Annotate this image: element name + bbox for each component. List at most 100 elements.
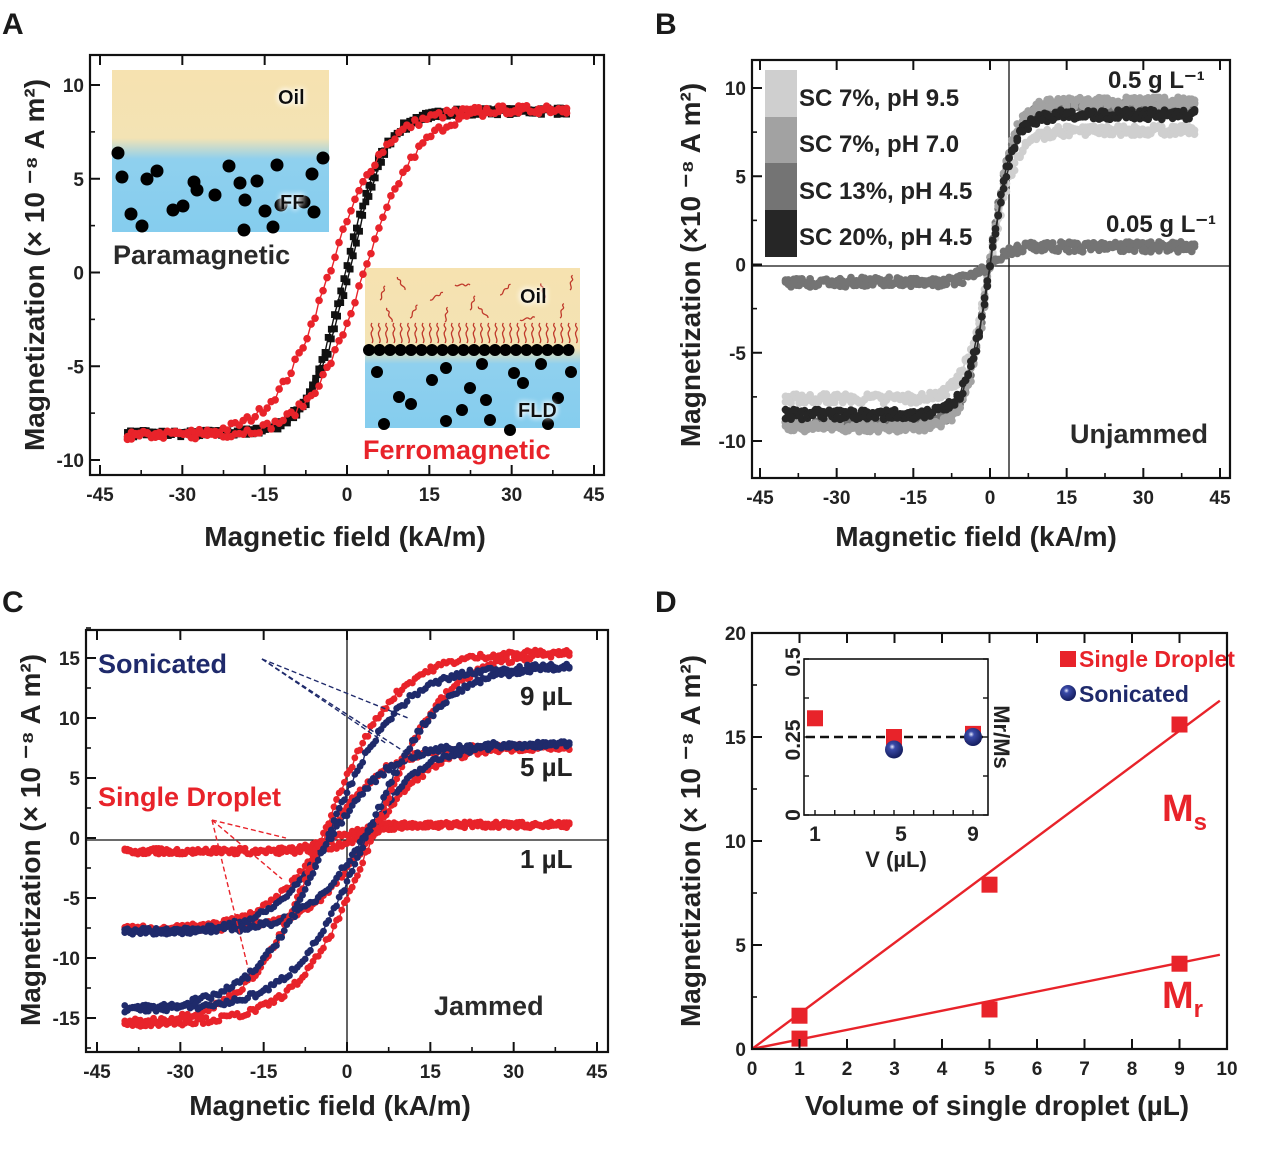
surfactant-chain bbox=[450, 322, 454, 344]
mr-label: Mr bbox=[1162, 975, 1203, 1023]
series-c-2-point bbox=[278, 933, 286, 941]
paramagnetic-series-point bbox=[349, 233, 357, 241]
series-c-1-point bbox=[199, 1020, 207, 1027]
unjammed-label: Unjammed bbox=[1070, 419, 1208, 449]
x-tick-label: -15 bbox=[900, 488, 928, 509]
x-tick-label: 2 bbox=[842, 1059, 853, 1080]
ferromagnetic-series-point bbox=[335, 336, 343, 345]
interface-particle-dot bbox=[426, 344, 438, 356]
series-c-2-point bbox=[288, 911, 296, 919]
particle-dot bbox=[393, 391, 405, 403]
series-c-2-point bbox=[429, 712, 437, 720]
ferromagnetic-series-point bbox=[315, 382, 323, 390]
series-c-1-point bbox=[364, 733, 372, 740]
series-c-2-point bbox=[393, 769, 401, 777]
ferromagnetic-series-point bbox=[267, 425, 275, 433]
series-b-2-point bbox=[1141, 95, 1150, 103]
series-c-2-point bbox=[312, 863, 320, 871]
series-c-1-point bbox=[374, 817, 382, 824]
ferromagnetic-series-point bbox=[371, 161, 379, 170]
ferromagnetic-series-point bbox=[191, 434, 200, 443]
series-c-1-point bbox=[314, 952, 322, 960]
interface-particle-dot bbox=[478, 344, 491, 356]
series-b-2-point bbox=[1078, 102, 1087, 111]
series-c-3-point bbox=[419, 773, 427, 781]
particle-dot bbox=[484, 414, 496, 426]
series-c-1-point bbox=[343, 896, 351, 904]
series-c-1-point bbox=[565, 652, 573, 659]
x-tick-label: 30 bbox=[1133, 488, 1154, 509]
series-b-4-point bbox=[1067, 107, 1076, 116]
series-c-1-point bbox=[369, 721, 377, 728]
paramagnetic-series-point bbox=[359, 202, 367, 210]
series-c-5-point bbox=[348, 839, 356, 847]
series-b-4-point bbox=[1013, 136, 1022, 145]
data-point-mr bbox=[1171, 955, 1188, 972]
volume-label-1: 1 µL bbox=[520, 844, 573, 874]
y-axis-title-c: Magnetization (× 10 ⁻⁸ A m²) bbox=[15, 654, 46, 1026]
surfactant-chain bbox=[545, 322, 549, 344]
sonicated-pointer-lines bbox=[261, 658, 418, 761]
series-c-4-point bbox=[288, 886, 296, 894]
inset-y-tick-05: 0.5 bbox=[782, 647, 805, 677]
series-c-2-point bbox=[309, 870, 317, 877]
ferromagnetic-series-point bbox=[359, 270, 367, 278]
ferromagnetic-caption: Ferromagnetic bbox=[363, 435, 551, 465]
pointer-line bbox=[211, 819, 287, 839]
ferromagnetic-series-point bbox=[419, 139, 427, 147]
series-b-1-point bbox=[934, 394, 943, 403]
series-c-3-point bbox=[385, 807, 393, 815]
surfactant-chain bbox=[409, 304, 418, 319]
series-b-5-point bbox=[997, 255, 1005, 264]
interface-particle-dot bbox=[499, 344, 512, 356]
inset-fld-label: FLD bbox=[518, 400, 557, 422]
y-tick-label: 5 bbox=[735, 167, 746, 188]
ferromagnetic-series-point bbox=[319, 370, 327, 379]
series-c-1-point bbox=[351, 754, 359, 762]
surfactant-chain bbox=[407, 322, 410, 344]
x-tick-label: -30 bbox=[169, 485, 196, 506]
interface-particle-dot bbox=[552, 344, 564, 356]
series-c-2-point bbox=[411, 736, 419, 744]
interface-particle-dot bbox=[373, 344, 386, 356]
x-tick-label: 0 bbox=[342, 1062, 353, 1083]
inset-single-droplet-point bbox=[807, 710, 823, 727]
plot-d-series bbox=[751, 699, 1221, 1051]
particle-dot bbox=[115, 170, 129, 184]
ms-label-sub: s bbox=[1194, 809, 1207, 836]
x-tick-label: 7 bbox=[1079, 1059, 1090, 1080]
particle-dot bbox=[222, 159, 236, 173]
series-c-1-point bbox=[142, 1022, 150, 1030]
series-b-5-point bbox=[1002, 250, 1011, 259]
x-tick-label: -15 bbox=[250, 1062, 278, 1083]
series-c-1-point bbox=[547, 653, 555, 661]
y-axis-title-a: Magnetization (× 10 ⁻⁸ A m²) bbox=[19, 79, 50, 451]
surfactant-chain bbox=[567, 322, 571, 344]
series-c-2-point bbox=[340, 796, 348, 804]
surfactant-chain bbox=[454, 283, 471, 287]
single-droplet-pointer-lines bbox=[211, 819, 287, 969]
ferromagnetic-series-point bbox=[375, 224, 383, 232]
ferromagnetic-series-point bbox=[311, 389, 319, 398]
ms-label-main: M bbox=[1162, 788, 1194, 830]
paramagnetic-caption: Paramagnetic bbox=[113, 240, 290, 270]
ferromagnetic-series-point bbox=[395, 179, 403, 188]
series-c-2-point bbox=[458, 688, 466, 695]
inset-x-tick-1: 1 bbox=[809, 823, 821, 846]
series-b-5-point bbox=[1174, 246, 1182, 255]
ferromagnetic-series-point bbox=[371, 235, 379, 243]
series-c-1-point bbox=[325, 820, 333, 828]
series-b-4-point bbox=[975, 332, 983, 341]
x-tick-label: 9 bbox=[1174, 1059, 1185, 1080]
series-c-2-point bbox=[327, 826, 335, 834]
interface-particle-dot bbox=[384, 344, 396, 356]
series-b-4-point bbox=[907, 408, 915, 417]
series-c-5-point bbox=[233, 850, 241, 858]
particle-dot bbox=[517, 377, 529, 389]
series-c-1-point bbox=[393, 775, 401, 783]
legend-swatch-1 bbox=[765, 70, 797, 117]
x-tick-label: -45 bbox=[86, 485, 114, 506]
mr-label-sub: r bbox=[1194, 996, 1203, 1023]
y-tick-label: 0 bbox=[735, 256, 746, 277]
